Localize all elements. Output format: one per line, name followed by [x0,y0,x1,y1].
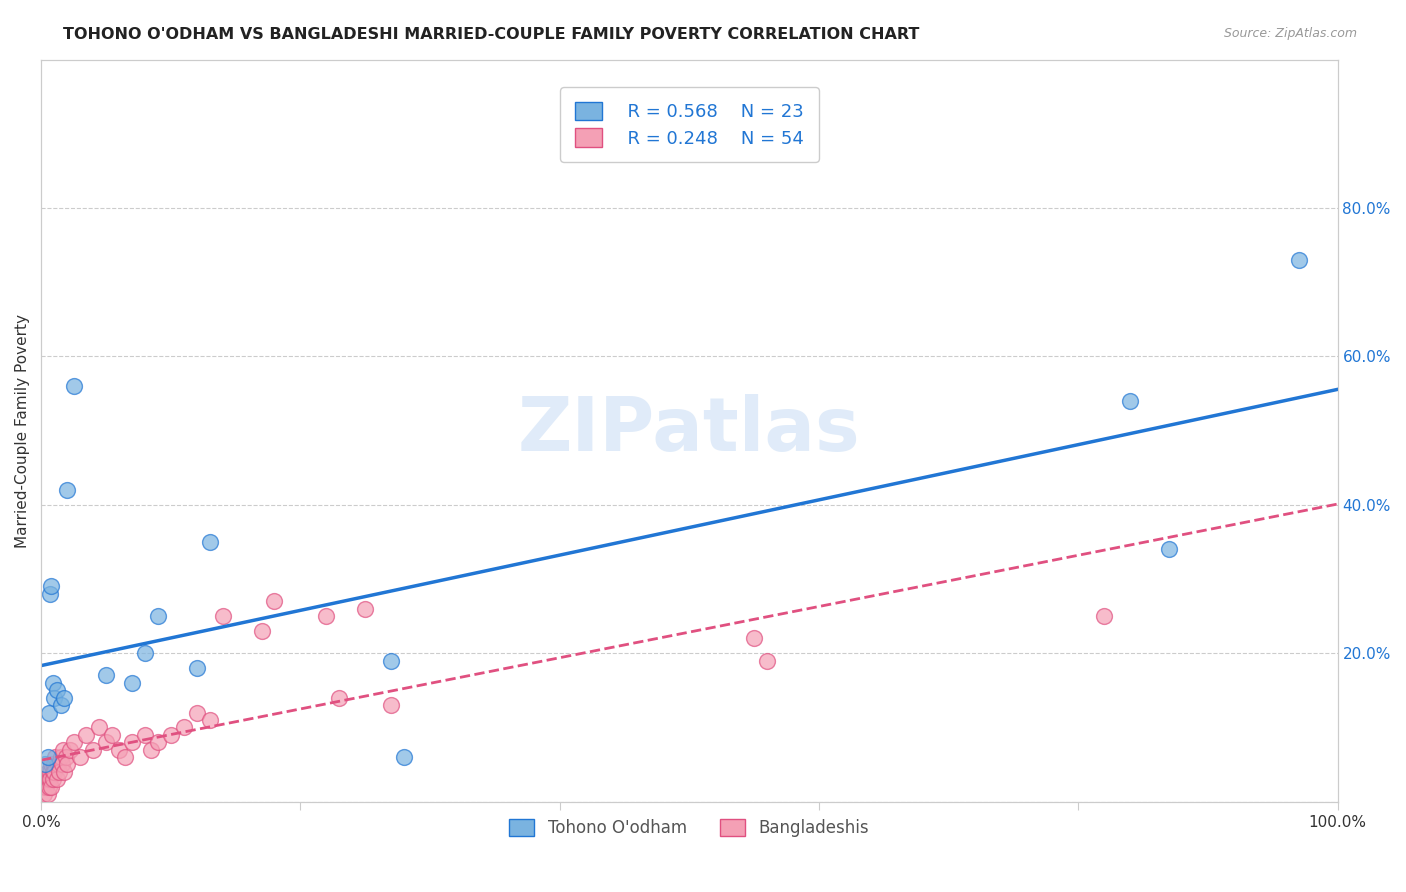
Point [37,787,59,801]
Point [146,609,169,624]
Point [42,772,65,787]
Point [32,787,55,801]
Point [742,632,765,646]
Text: Source: ZipAtlas.com: Source: ZipAtlas.com [1223,27,1357,40]
Point [380,698,402,712]
Point [94,735,117,749]
Point [41,579,63,593]
Point [31,780,53,794]
Text: ZIPatlas: ZIPatlas [517,394,860,467]
Point [1288,252,1310,267]
Point [34,772,56,787]
Point [114,750,136,764]
Point [35,780,58,794]
Point [186,661,208,675]
Point [59,742,82,756]
Point [1159,542,1181,557]
Point [39,772,62,787]
Point [49,750,72,764]
Point [94,668,117,682]
Point [39,587,62,601]
Point [42,690,65,705]
Point [49,698,72,712]
Point [328,690,350,705]
Point [55,750,77,764]
Point [263,594,285,608]
Point [354,601,377,615]
Text: TOHONO O'ODHAM VS BANGLADESHI MARRIED-COUPLE FAMILY POVERTY CORRELATION CHART: TOHONO O'ODHAM VS BANGLADESHI MARRIED-CO… [63,27,920,42]
Point [198,534,221,549]
Point [37,764,59,779]
Point [173,720,195,734]
Point [121,676,143,690]
Point [34,757,56,772]
Point [45,683,67,698]
Point [41,780,63,794]
Point [38,772,60,787]
Point [121,735,143,749]
Point [186,706,208,720]
Point [159,728,181,742]
Point [42,764,65,779]
Legend: Tohono O'odham, Bangladeshis: Tohono O'odham, Bangladeshis [501,810,877,846]
Point [380,654,402,668]
Point [1092,609,1115,624]
Point [250,624,273,638]
Point [76,728,98,742]
Point [38,706,60,720]
Point [53,764,76,779]
Point [134,728,156,742]
Point [134,646,156,660]
Y-axis label: Married-Couple Family Poverty: Married-Couple Family Poverty [15,314,30,548]
Point [211,609,233,624]
Point [82,742,104,756]
Point [141,742,163,756]
Point [62,735,84,749]
Point [41,757,63,772]
Point [56,757,79,772]
Point [756,654,779,668]
Point [52,742,75,756]
Point [62,379,84,393]
Point [42,764,65,779]
Point [42,757,65,772]
Point [51,757,73,772]
Point [56,483,79,497]
Point [1119,393,1142,408]
Point [69,750,91,764]
Point [44,750,66,764]
Point [108,742,131,756]
Point [46,757,69,772]
Point [39,764,62,779]
Point [45,772,67,787]
Point [53,690,76,705]
Point [89,720,111,734]
Point [37,750,59,764]
Point [392,750,415,764]
Point [315,609,337,624]
Point [38,780,60,794]
Point [101,728,124,742]
Point [48,764,70,779]
Point [42,676,65,690]
Point [146,735,169,749]
Point [198,713,221,727]
